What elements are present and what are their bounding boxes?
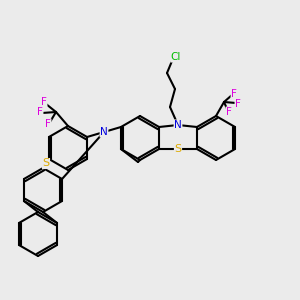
Text: F: F — [37, 107, 43, 117]
Text: F: F — [231, 89, 237, 99]
Text: Cl: Cl — [171, 52, 181, 62]
Text: S: S — [174, 144, 182, 154]
Text: F: F — [226, 107, 232, 117]
Text: F: F — [235, 99, 241, 109]
Text: N: N — [100, 127, 108, 137]
Text: S: S — [42, 158, 50, 169]
Text: F: F — [45, 119, 51, 129]
Text: N: N — [174, 120, 182, 130]
Text: F: F — [41, 97, 47, 107]
